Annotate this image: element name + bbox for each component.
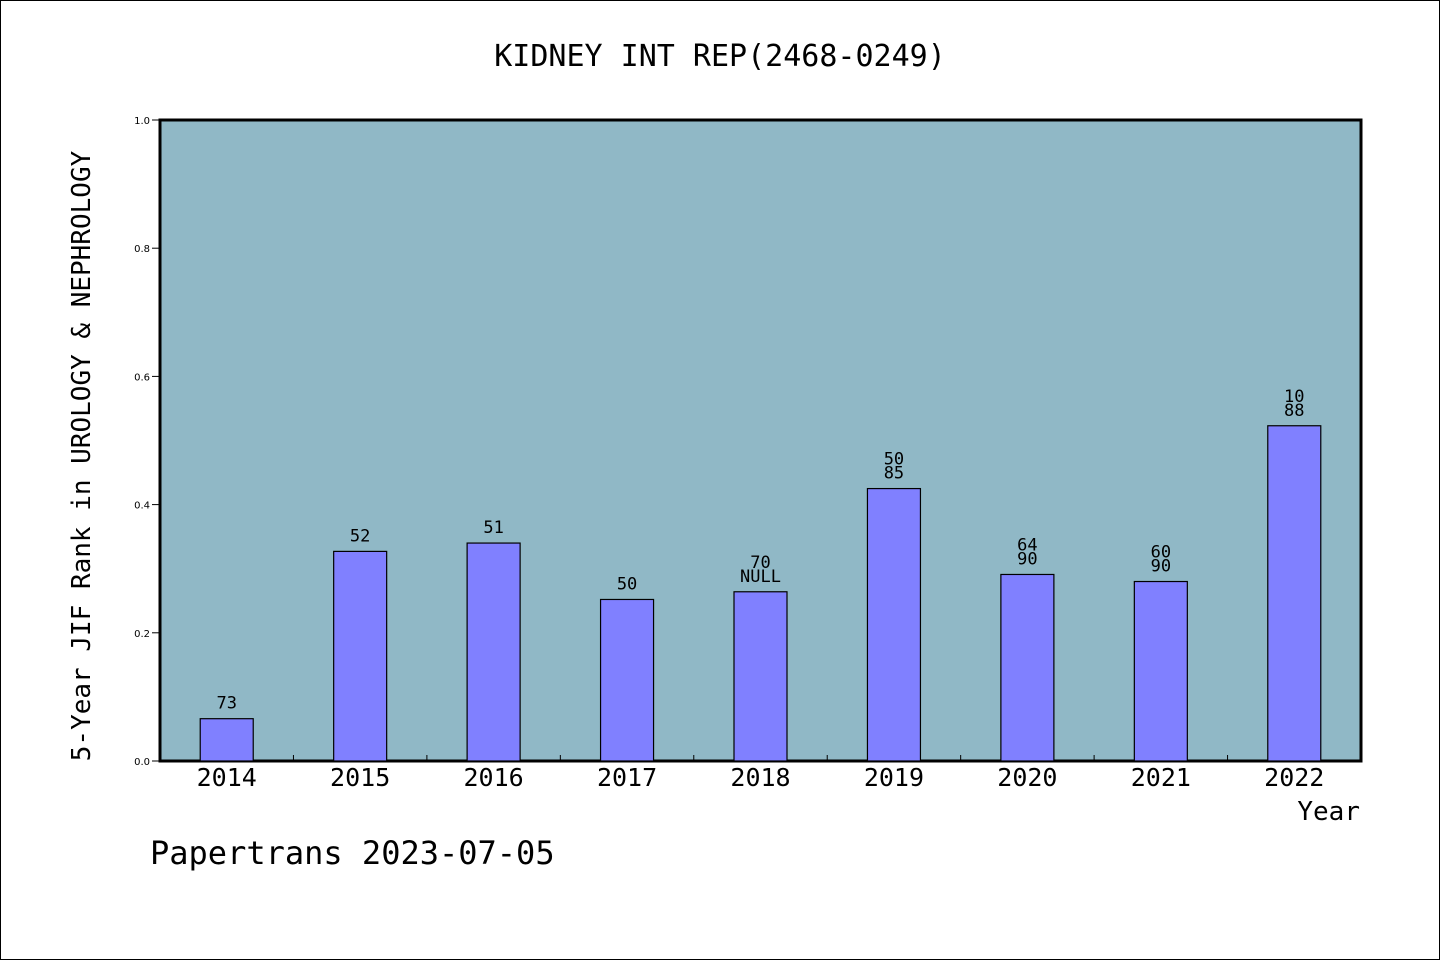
y-tick-label: 0.8 (134, 244, 150, 255)
x-tick-label: 2018 (730, 763, 790, 792)
bar-data-label: 60 (1151, 543, 1171, 563)
chart-title: KIDNEY INT REP(2468-0249) (494, 39, 946, 74)
x-tick-label: 2022 (1264, 763, 1324, 792)
bar-data-label: 50 (884, 450, 904, 470)
bar-data-label: NULL (740, 567, 781, 587)
bar-data-label: 10 (1284, 387, 1304, 407)
bar-data-label: 90 (1151, 557, 1171, 577)
y-axis-label: 5-Year JIF Rank in UROLOGY & NEPHROLOGY (67, 150, 97, 761)
watermark-text: Papertrans 2023-07-05 (150, 834, 555, 872)
bar-2021 (1133, 580, 1188, 762)
x-tick-label: 2019 (864, 763, 924, 792)
bar-data-label: 51 (483, 518, 503, 538)
bar-data-label: 50 (617, 574, 637, 594)
bar-2020 (1000, 573, 1055, 762)
bar-2015 (333, 550, 388, 762)
bar-data-label: 90 (1017, 549, 1037, 569)
y-tick-label: 0.0 (134, 757, 150, 768)
bar-2018 (733, 591, 788, 762)
bar-2019 (866, 487, 922, 762)
bar-2014 (199, 718, 254, 762)
x-tick-label: 2020 (997, 763, 1057, 792)
bar-data-label: 70 (750, 553, 770, 573)
bar-data-label: 88 (1284, 401, 1304, 421)
x-tick-label: 2014 (197, 763, 257, 792)
y-axis: 0.0 0.2 0.4 0.6 0.8 1.0 (134, 116, 160, 768)
x-axis: 2014 2015 2016 2017 2018 2019 2020 2021 2022 (197, 755, 1324, 792)
bar-2016 (466, 542, 521, 762)
y-tick-label: 0.6 (134, 372, 150, 383)
bar-data-label: 85 (884, 464, 904, 484)
bars-group (199, 425, 1322, 762)
y-tick-label: 1.0 (134, 116, 150, 127)
bar-2022 (1267, 425, 1322, 762)
bar-data-label: 73 (216, 694, 236, 714)
y-tick-label: 0.4 (134, 501, 150, 512)
x-axis-label: Year (1297, 797, 1360, 827)
y-tick-label: 0.2 (134, 629, 150, 640)
bar-2017 (599, 598, 655, 762)
x-tick-label: 2021 (1131, 763, 1191, 792)
x-tick-label: 2016 (464, 763, 524, 792)
bar-data-label: 52 (350, 526, 370, 546)
x-tick-label: 2017 (597, 763, 657, 792)
x-tick-label: 2015 (330, 763, 390, 792)
bar-data-label: 64 (1017, 535, 1037, 555)
